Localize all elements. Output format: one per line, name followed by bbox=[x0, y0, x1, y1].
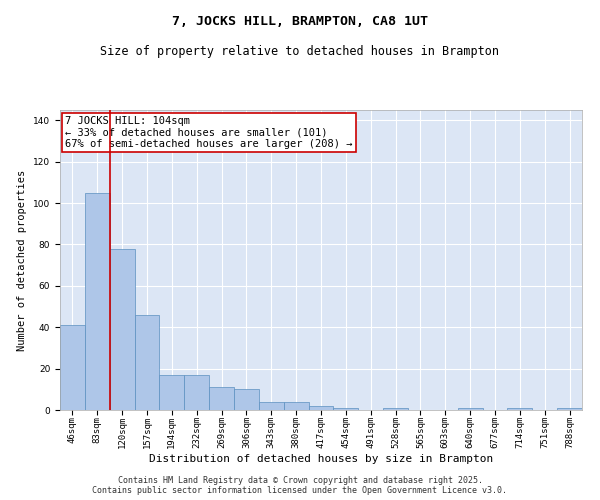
Bar bbox=[458, 408, 482, 410]
Bar bbox=[284, 402, 308, 410]
Bar bbox=[383, 408, 408, 410]
Text: Contains HM Land Registry data © Crown copyright and database right 2025.
Contai: Contains HM Land Registry data © Crown c… bbox=[92, 476, 508, 495]
Bar bbox=[308, 406, 334, 410]
Bar bbox=[259, 402, 284, 410]
Bar bbox=[134, 315, 160, 410]
Bar bbox=[209, 387, 234, 410]
Text: 7, JOCKS HILL, BRAMPTON, CA8 1UT: 7, JOCKS HILL, BRAMPTON, CA8 1UT bbox=[172, 15, 428, 28]
Bar bbox=[110, 248, 134, 410]
Bar bbox=[184, 375, 209, 410]
X-axis label: Distribution of detached houses by size in Brampton: Distribution of detached houses by size … bbox=[149, 454, 493, 464]
Bar bbox=[508, 408, 532, 410]
Bar bbox=[60, 325, 85, 410]
Text: Size of property relative to detached houses in Brampton: Size of property relative to detached ho… bbox=[101, 45, 499, 58]
Bar bbox=[85, 193, 110, 410]
Text: 7 JOCKS HILL: 104sqm
← 33% of detached houses are smaller (101)
67% of semi-deta: 7 JOCKS HILL: 104sqm ← 33% of detached h… bbox=[65, 116, 353, 149]
Bar bbox=[557, 408, 582, 410]
Bar bbox=[234, 390, 259, 410]
Bar bbox=[160, 375, 184, 410]
Bar bbox=[334, 408, 358, 410]
Y-axis label: Number of detached properties: Number of detached properties bbox=[17, 170, 28, 350]
